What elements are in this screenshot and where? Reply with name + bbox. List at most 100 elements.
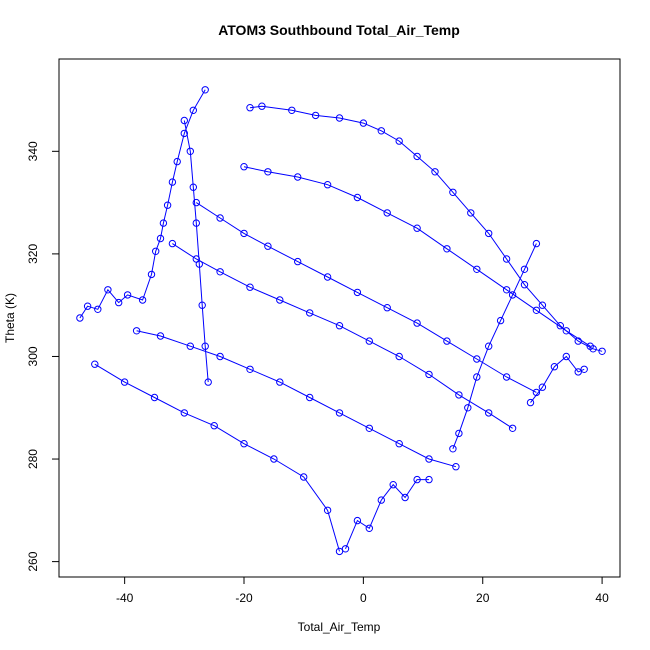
data-point xyxy=(359,119,368,127)
data-point xyxy=(538,383,547,391)
data-point xyxy=(123,291,132,299)
y-tick-label: 300 xyxy=(26,346,40,366)
data-point xyxy=(335,547,344,556)
y-tick-label: 320 xyxy=(26,244,40,264)
data-point xyxy=(335,114,344,122)
data-point xyxy=(532,306,541,314)
data-point xyxy=(425,475,433,484)
data-point xyxy=(449,445,457,453)
data-point xyxy=(201,342,209,350)
data-point xyxy=(104,286,112,294)
data-point xyxy=(76,314,84,322)
data-point xyxy=(395,137,403,145)
data-point xyxy=(152,247,160,256)
data-point xyxy=(306,393,314,402)
data-point xyxy=(180,409,189,417)
data-point xyxy=(132,327,141,335)
series-line xyxy=(249,105,603,352)
data-point xyxy=(204,378,212,386)
data-point xyxy=(550,363,559,371)
data-point xyxy=(180,116,189,125)
data-point xyxy=(401,493,409,502)
data-point xyxy=(485,229,493,238)
data-point xyxy=(377,127,385,135)
data-point xyxy=(395,440,403,448)
data-point xyxy=(467,209,475,217)
data-point xyxy=(189,183,198,191)
data-point xyxy=(413,152,421,161)
series-line xyxy=(94,363,340,552)
data-point xyxy=(264,242,272,250)
series-line xyxy=(196,202,537,393)
x-axis-label: Total_Air_Temp xyxy=(298,620,381,634)
data-point xyxy=(186,147,195,156)
data-point xyxy=(538,301,547,309)
data-point xyxy=(323,506,332,514)
data-point xyxy=(365,524,373,532)
series-3 xyxy=(192,198,541,397)
data-point xyxy=(306,309,314,317)
series-line xyxy=(345,479,429,549)
data-point xyxy=(294,257,302,266)
plot-frame xyxy=(58,58,621,578)
data-point xyxy=(425,370,433,379)
data-point xyxy=(198,301,206,309)
data-point xyxy=(240,440,248,448)
data-point xyxy=(413,475,421,484)
data-point xyxy=(91,360,99,368)
y-tick-label: 260 xyxy=(26,551,40,571)
data-point xyxy=(138,296,147,304)
data-point xyxy=(156,332,165,340)
data-point xyxy=(276,296,284,304)
data-point xyxy=(173,157,181,166)
data-point xyxy=(168,178,177,186)
series-line xyxy=(172,243,513,429)
data-point xyxy=(502,286,511,294)
data-point xyxy=(389,481,397,489)
series-10 xyxy=(526,352,588,407)
data-point xyxy=(216,214,224,222)
x-tick-label: 0 xyxy=(360,591,367,605)
data-point xyxy=(395,352,403,361)
y-tick-label: 280 xyxy=(26,449,40,469)
series-4 xyxy=(168,239,517,432)
data-point xyxy=(192,219,201,227)
data-point xyxy=(240,163,248,171)
series-2 xyxy=(240,163,594,350)
data-point xyxy=(353,516,362,525)
data-point xyxy=(94,305,102,313)
data-layer xyxy=(76,86,606,556)
data-point xyxy=(562,327,570,335)
y-tick-label: 340 xyxy=(26,141,40,161)
x-tick-label: 20 xyxy=(476,591,490,605)
data-point xyxy=(502,255,511,263)
data-point xyxy=(520,281,529,289)
series-1 xyxy=(246,102,606,355)
data-point xyxy=(246,104,254,112)
data-point xyxy=(83,302,92,310)
data-point xyxy=(276,378,284,386)
data-point xyxy=(210,422,218,430)
series-line xyxy=(79,89,206,319)
series-5 xyxy=(132,327,460,471)
data-point xyxy=(192,198,201,207)
data-point xyxy=(311,111,320,120)
data-point xyxy=(163,201,172,209)
data-point xyxy=(294,173,302,181)
data-point xyxy=(246,365,254,373)
series-9 xyxy=(180,116,212,386)
data-point xyxy=(383,209,391,217)
data-point xyxy=(353,288,362,297)
data-point xyxy=(598,347,606,355)
data-point xyxy=(323,181,332,189)
data-point xyxy=(473,265,481,273)
series-line xyxy=(136,330,457,468)
data-point xyxy=(449,188,457,197)
series-7 xyxy=(341,475,433,553)
data-point xyxy=(240,229,248,238)
data-point xyxy=(258,102,266,110)
series-line xyxy=(452,243,537,449)
data-point xyxy=(156,234,165,243)
data-point xyxy=(562,352,570,361)
